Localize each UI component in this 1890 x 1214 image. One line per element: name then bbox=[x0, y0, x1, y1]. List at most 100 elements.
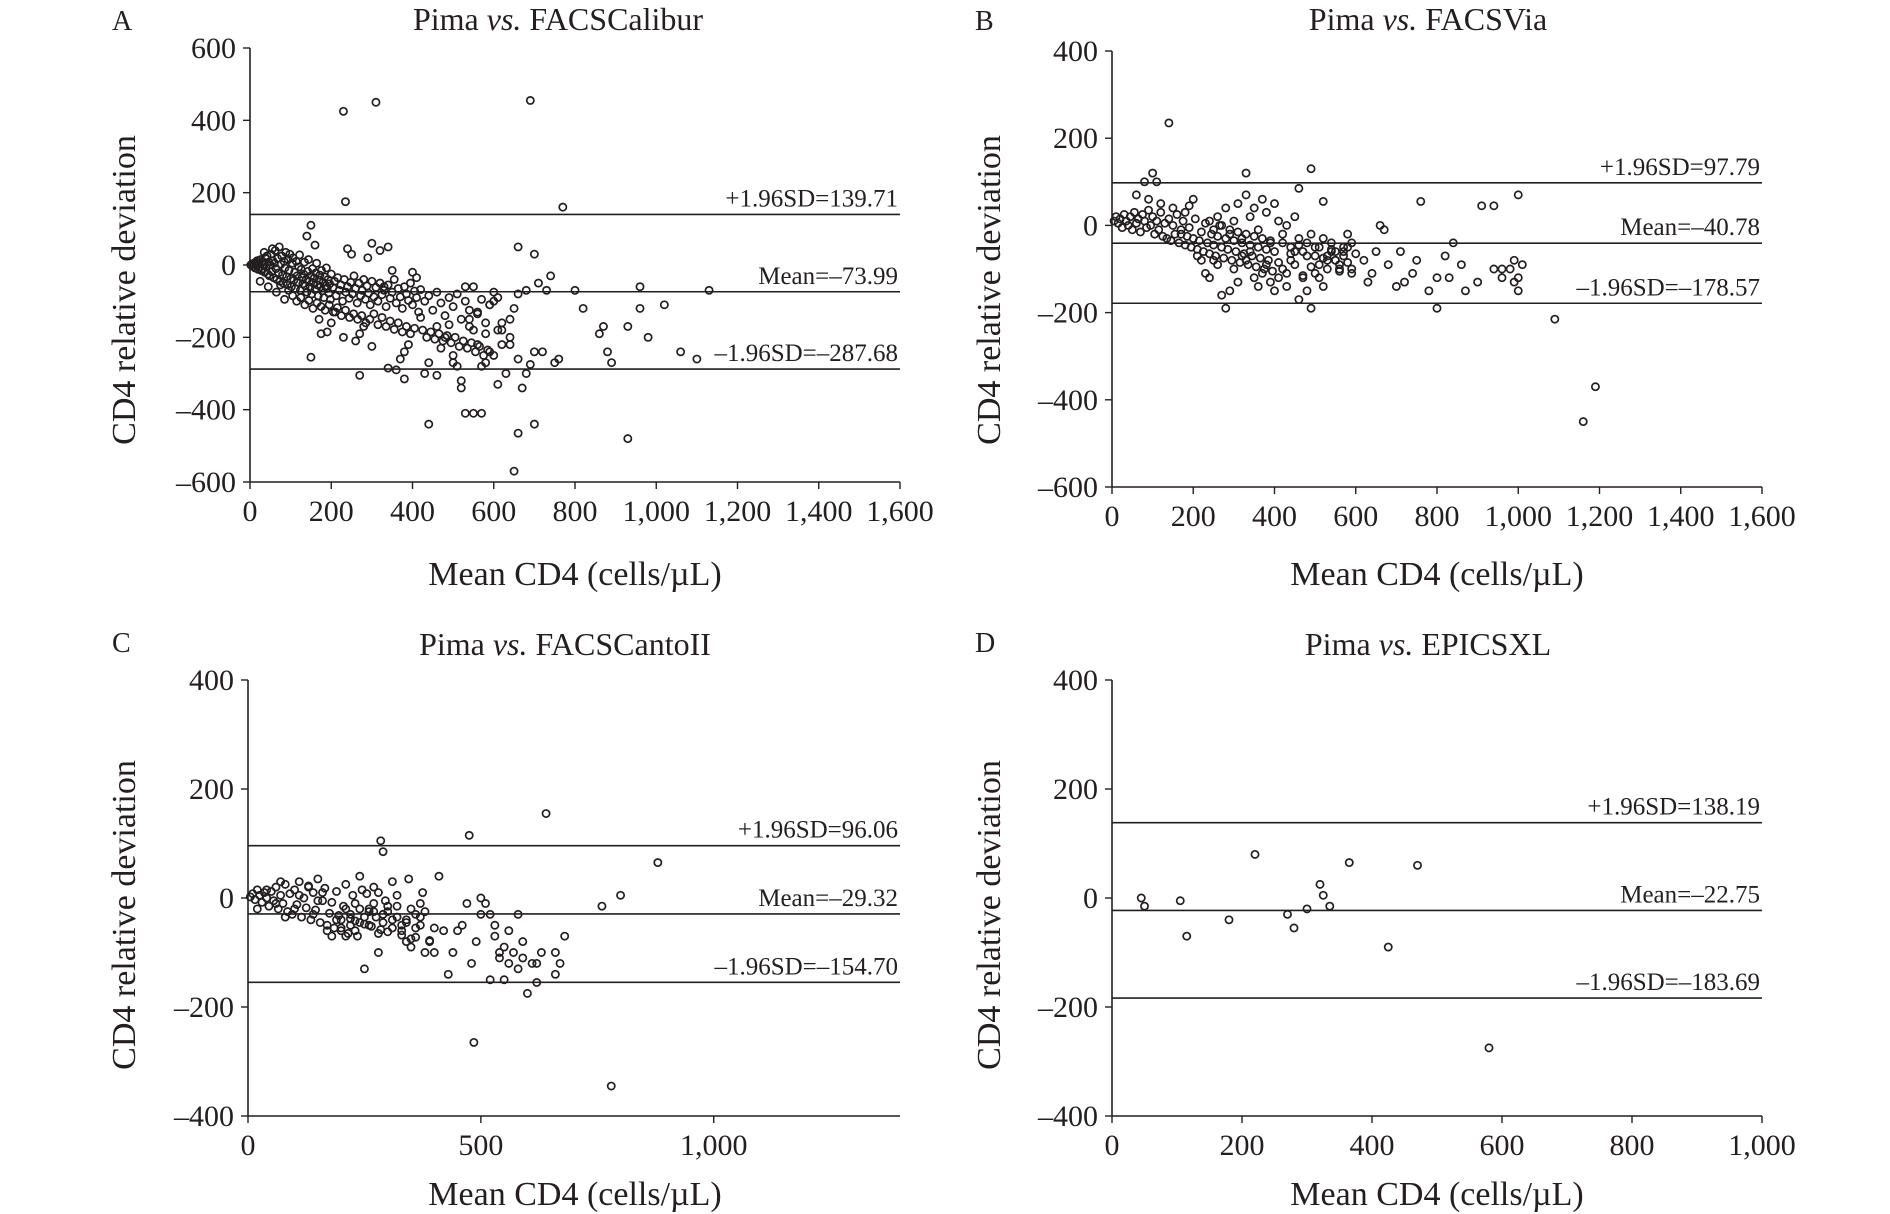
data-point bbox=[371, 97, 381, 107]
data-point bbox=[1432, 273, 1442, 283]
data-point bbox=[603, 347, 612, 357]
data-point bbox=[1261, 207, 1271, 217]
data-point bbox=[1211, 251, 1221, 261]
data-point bbox=[362, 889, 372, 899]
data-point bbox=[276, 877, 286, 887]
title-part-a: Pima bbox=[1309, 1, 1375, 37]
data-point bbox=[436, 298, 446, 308]
data-point bbox=[397, 920, 407, 930]
data-point bbox=[1166, 236, 1176, 246]
data-point bbox=[1209, 240, 1219, 250]
data-point bbox=[489, 350, 499, 360]
data-point bbox=[1484, 1043, 1494, 1053]
reference-line-label: +1.96SD=139.71 bbox=[725, 185, 898, 212]
data-point bbox=[349, 271, 359, 281]
data-point bbox=[1229, 264, 1239, 274]
panel-label: B bbox=[975, 6, 994, 37]
data-point bbox=[497, 325, 507, 335]
data-point bbox=[521, 285, 531, 295]
data-point bbox=[336, 923, 346, 933]
data-point bbox=[529, 249, 539, 259]
data-point bbox=[1318, 890, 1328, 900]
data-point bbox=[1253, 242, 1263, 252]
data-point bbox=[1325, 901, 1335, 911]
data-point bbox=[475, 341, 484, 351]
data-point bbox=[280, 294, 289, 304]
data-point bbox=[462, 343, 472, 353]
data-point bbox=[1278, 238, 1288, 248]
data-point bbox=[1505, 264, 1515, 274]
reference-line-label: –1.96SD=–287.68 bbox=[713, 340, 898, 367]
data-point bbox=[1184, 201, 1194, 211]
data-point bbox=[338, 106, 348, 116]
x-tick-label: 0 bbox=[1105, 1129, 1120, 1162]
data-point bbox=[1294, 183, 1304, 193]
data-point bbox=[412, 273, 422, 283]
data-point bbox=[387, 923, 397, 933]
data-point bbox=[1164, 118, 1174, 128]
data-point bbox=[284, 265, 294, 275]
x-tick-label: 600 bbox=[471, 495, 516, 528]
data-point bbox=[1383, 942, 1393, 952]
data-point bbox=[359, 322, 369, 331]
data-point bbox=[1213, 212, 1223, 222]
data-point bbox=[406, 278, 415, 288]
data-point bbox=[399, 374, 409, 384]
data-point bbox=[659, 300, 669, 310]
data-point bbox=[560, 931, 570, 941]
data-point bbox=[1351, 249, 1361, 259]
data-point bbox=[1322, 255, 1332, 265]
data-point bbox=[635, 303, 645, 313]
data-point bbox=[401, 322, 411, 331]
data-point bbox=[444, 293, 454, 302]
data-point bbox=[1229, 216, 1239, 226]
data-point bbox=[336, 915, 346, 925]
data-point bbox=[493, 293, 503, 302]
data-point bbox=[453, 926, 463, 936]
data-point bbox=[1229, 236, 1239, 246]
data-point bbox=[509, 948, 518, 957]
data-point bbox=[489, 287, 499, 297]
data-point bbox=[597, 901, 607, 911]
y-tick-label: –400 bbox=[1037, 384, 1098, 417]
data-point bbox=[1200, 268, 1210, 278]
data-point bbox=[313, 896, 323, 906]
data-point bbox=[504, 926, 514, 936]
x-axis-label: Mean CD4 (cells/µL) bbox=[1290, 556, 1583, 593]
data-point bbox=[704, 285, 714, 295]
data-point bbox=[1241, 168, 1251, 178]
data-point bbox=[1456, 260, 1466, 270]
data-point bbox=[462, 899, 472, 908]
data-point bbox=[1261, 260, 1271, 270]
data-point bbox=[1257, 234, 1267, 243]
data-point bbox=[1241, 229, 1251, 239]
chart-title: Pima vs. EPICSXL bbox=[1305, 626, 1551, 662]
data-point bbox=[373, 888, 383, 898]
data-point bbox=[1233, 227, 1243, 237]
data-point bbox=[518, 937, 528, 947]
data-point bbox=[416, 285, 426, 295]
y-tick-label: –400 bbox=[173, 1100, 234, 1133]
data-point bbox=[1335, 260, 1344, 270]
data-point bbox=[1395, 247, 1405, 257]
data-point bbox=[346, 909, 355, 919]
data-point bbox=[355, 918, 365, 927]
data-point bbox=[397, 926, 407, 936]
data-point bbox=[322, 926, 332, 936]
data-point bbox=[1136, 893, 1146, 903]
y-axis-label: CD4 relative deviation bbox=[106, 135, 143, 445]
data-point bbox=[387, 877, 397, 887]
data-point bbox=[1224, 915, 1234, 925]
panel-b: B Pima vs. FACSVia CD4 relative deviatio… bbox=[971, 1, 1796, 593]
data-point bbox=[432, 322, 442, 331]
data-point bbox=[1359, 255, 1369, 265]
data-point bbox=[1221, 234, 1231, 243]
data-point bbox=[410, 323, 419, 333]
data-point bbox=[1413, 860, 1422, 870]
data-point bbox=[513, 428, 523, 438]
data-point bbox=[1509, 255, 1519, 265]
data-point bbox=[252, 904, 262, 914]
data-point bbox=[1209, 225, 1219, 235]
data-point bbox=[1590, 382, 1600, 392]
